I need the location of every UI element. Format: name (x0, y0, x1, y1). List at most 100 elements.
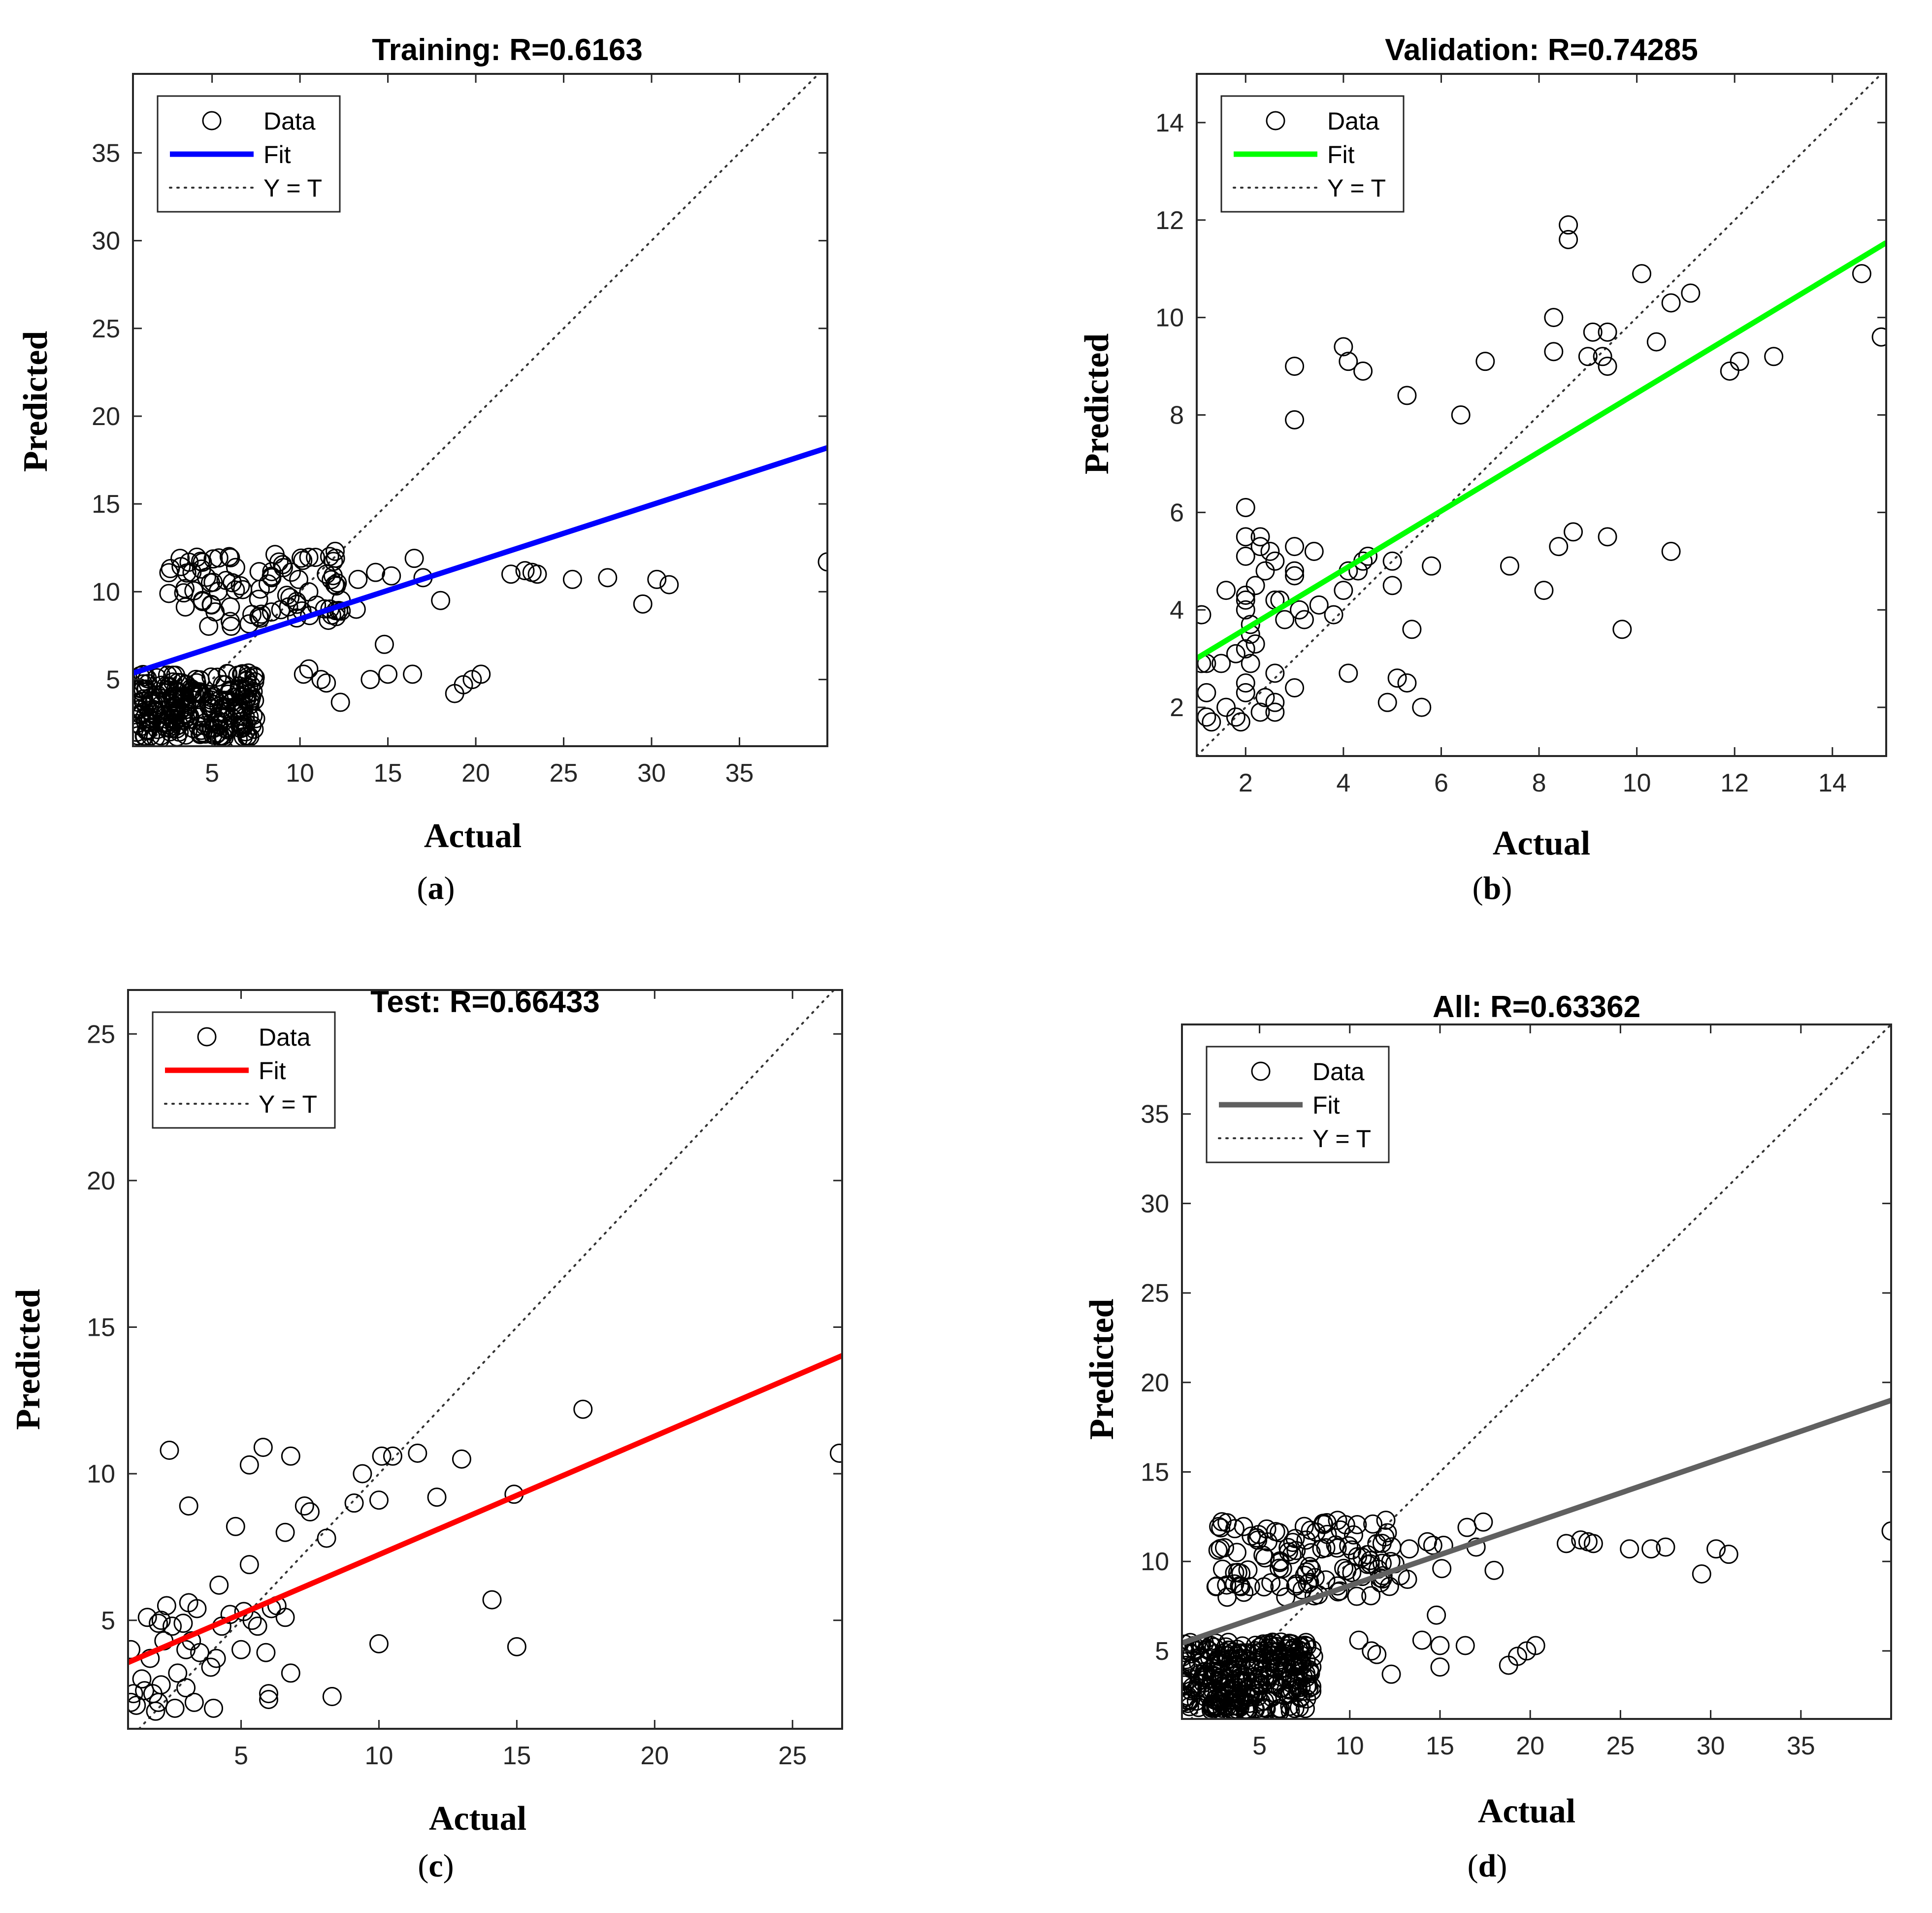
data-point (259, 1689, 279, 1709)
data-point (344, 1493, 364, 1513)
data-point (1641, 1539, 1661, 1559)
data-point (176, 1678, 196, 1698)
x-tick-label: 10 (1623, 769, 1651, 797)
data-point (1282, 1545, 1302, 1564)
data-point (1377, 1523, 1397, 1543)
x-tick-label: 25 (1606, 1732, 1635, 1760)
legend-data-label: Data (263, 107, 316, 135)
data-point (1387, 668, 1407, 688)
data-point (1871, 327, 1886, 347)
data-point (1556, 1534, 1576, 1553)
data-point (231, 1640, 251, 1659)
data-point (1227, 1671, 1246, 1691)
data-point (1282, 1634, 1302, 1653)
data-point (203, 694, 223, 714)
chart-title: Test: R=0.66433 (370, 985, 600, 1019)
data-point (1301, 1520, 1320, 1540)
data-point (1215, 1696, 1235, 1715)
data-point (1220, 1702, 1240, 1719)
data-point (1236, 497, 1255, 517)
data-point (1593, 347, 1612, 366)
data-point (1353, 361, 1373, 381)
data-point (1598, 527, 1617, 547)
data-point (175, 597, 195, 617)
legend-identity-label: Y = T (259, 1090, 317, 1118)
x-tick-label: 14 (1818, 769, 1847, 797)
data-point (1226, 644, 1245, 663)
y-tick-label: 14 (1155, 109, 1184, 137)
y-axis-label: Predicted (1078, 333, 1116, 474)
data-point (128, 1684, 143, 1704)
data-point (1852, 264, 1871, 284)
data-point (1422, 556, 1441, 576)
data-point (1382, 551, 1402, 571)
y-tick-label: 10 (1155, 304, 1184, 332)
data-point (219, 718, 239, 738)
data-point (281, 562, 301, 582)
data-point (259, 1684, 279, 1704)
data-point (1206, 1697, 1226, 1717)
x-axis-label: Actual (429, 1800, 526, 1838)
data-point (1427, 1605, 1446, 1625)
data-point (1457, 1517, 1477, 1537)
data-point (1334, 337, 1353, 357)
data-point (1239, 1687, 1258, 1707)
data-point (243, 682, 263, 701)
y-tick-label: 5 (1155, 1637, 1169, 1666)
data-point (233, 580, 253, 599)
data-point (204, 719, 224, 738)
data-point (1363, 1514, 1383, 1534)
data-point (295, 1496, 314, 1516)
data-point (1881, 1521, 1891, 1541)
chart-panel-a: 5 10 15 20 25 30 35 5 10 15 20 25 30 35 Training: R=0.… (17, 33, 828, 906)
data-point (199, 616, 219, 636)
data-point (219, 547, 239, 566)
data-point (228, 665, 248, 685)
y-tick-label: 25 (1141, 1279, 1169, 1308)
data-point (1245, 634, 1265, 654)
data-point (311, 670, 331, 690)
data-point (1202, 712, 1221, 732)
y-tick-label: 10 (1141, 1548, 1169, 1576)
data-point (1250, 537, 1270, 557)
data-point (294, 664, 313, 684)
data-point (275, 1608, 295, 1627)
data-point (1236, 586, 1255, 605)
data-point (1381, 1664, 1401, 1684)
legend-data-label: Data (1327, 107, 1379, 135)
data-point (133, 680, 153, 699)
data-point (507, 1637, 526, 1656)
data-point (1248, 1650, 1268, 1670)
x-axis-label: Actual (424, 817, 522, 855)
data-point (1232, 1672, 1251, 1691)
data-point (146, 1701, 165, 1721)
y-tick-label: 20 (1141, 1369, 1169, 1397)
panel-caption: (d) (1468, 1848, 1507, 1884)
data-point (165, 702, 185, 722)
data-point (203, 686, 223, 706)
data-point (1377, 693, 1397, 712)
legend-fit-label: Fit (1312, 1091, 1340, 1119)
x-tick-label: 10 (365, 1742, 393, 1770)
y-tick-label: 20 (92, 402, 120, 431)
data-point (1236, 590, 1255, 610)
data-point (1451, 405, 1471, 425)
data-point (1349, 1630, 1369, 1650)
data-point (1612, 620, 1632, 639)
data-point (228, 698, 247, 718)
data-point (275, 1522, 295, 1542)
data-point (403, 664, 423, 684)
data-point (1232, 1643, 1252, 1663)
legend-data-label: Data (1312, 1058, 1365, 1086)
data-point (317, 1528, 336, 1548)
data-point (369, 1490, 389, 1510)
data-point (330, 693, 350, 712)
data-point (1255, 1548, 1275, 1568)
data-point (1285, 537, 1305, 557)
data-point (1265, 693, 1285, 712)
legend-data-label: Data (259, 1023, 311, 1051)
data-point (452, 1449, 471, 1469)
data-point (1402, 620, 1422, 639)
data-point (1534, 581, 1554, 600)
